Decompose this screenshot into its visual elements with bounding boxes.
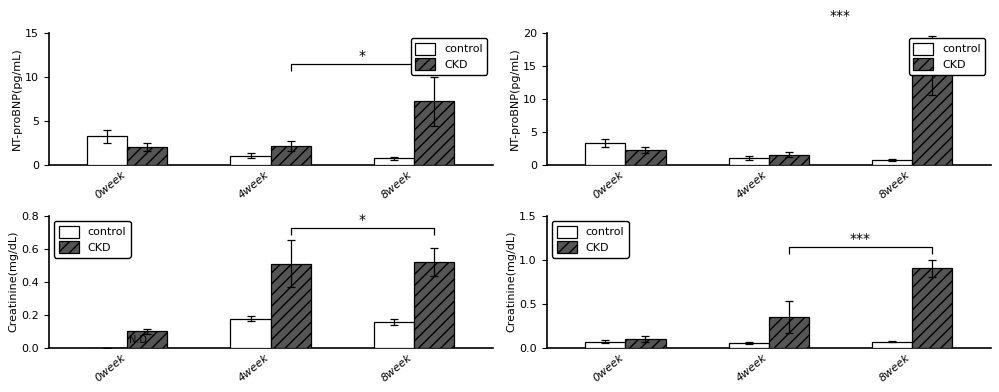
Bar	[625, 150, 665, 165]
Bar	[872, 160, 912, 165]
Legend: control, CKD: control, CKD	[411, 38, 488, 74]
Bar	[271, 146, 311, 165]
Bar	[127, 147, 168, 165]
Y-axis label: Creatinine(mg/dL): Creatinine(mg/dL)	[506, 231, 516, 332]
Legend: control, CKD: control, CKD	[552, 221, 628, 258]
Legend: control, CKD: control, CKD	[909, 38, 985, 74]
Y-axis label: NT-proBNP(pg/mL): NT-proBNP(pg/mL)	[12, 47, 22, 150]
Bar	[728, 343, 768, 348]
Bar	[585, 143, 625, 165]
Text: ***: ***	[850, 232, 871, 247]
Bar	[768, 155, 809, 165]
Y-axis label: Creatinine(mg/dL): Creatinine(mg/dL)	[8, 231, 18, 332]
Bar	[414, 101, 454, 165]
Text: N.D: N.D	[129, 335, 148, 345]
Y-axis label: NT-proBNP(pg/mL): NT-proBNP(pg/mL)	[510, 47, 520, 150]
Bar	[127, 331, 168, 348]
Bar	[872, 341, 912, 348]
Text: ***: ***	[830, 9, 851, 23]
Bar	[231, 156, 271, 165]
Bar	[728, 158, 768, 165]
Bar	[625, 339, 665, 348]
Bar	[374, 322, 414, 348]
Text: *: *	[359, 213, 366, 227]
Bar	[768, 317, 809, 348]
Bar	[271, 263, 311, 348]
Bar	[912, 65, 952, 165]
Bar	[414, 262, 454, 348]
Legend: control, CKD: control, CKD	[54, 221, 131, 258]
Bar	[912, 269, 952, 348]
Bar	[231, 319, 271, 348]
Bar	[87, 136, 127, 165]
Bar	[585, 341, 625, 348]
Text: *: *	[359, 49, 366, 64]
Bar	[374, 158, 414, 165]
